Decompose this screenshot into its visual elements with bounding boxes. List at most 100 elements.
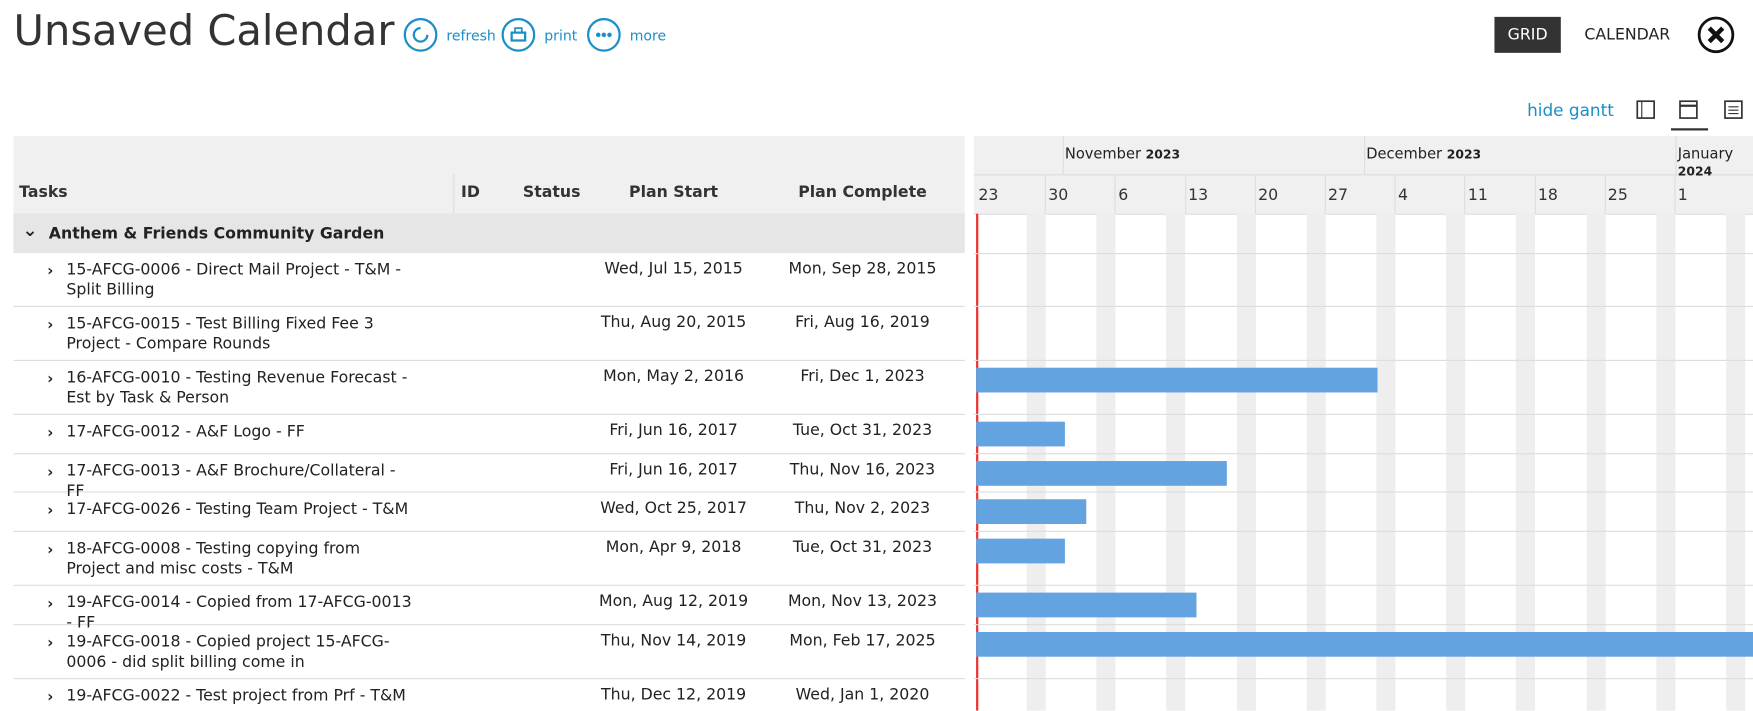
year: 2024 xyxy=(1677,164,1713,179)
weekend-stripe xyxy=(1656,213,1676,711)
task-name: 17-AFCG-0012 - A&F Logo - FF xyxy=(66,422,305,441)
page-title: Unsaved Calendar xyxy=(13,6,395,56)
calendar-tab[interactable]: CALENDAR xyxy=(1584,25,1671,44)
row-line xyxy=(973,491,1753,493)
row-line xyxy=(973,530,1753,532)
weekend-stripe xyxy=(1446,213,1466,711)
divider xyxy=(453,174,455,254)
task-row: › 19-AFCG-0022 - Test project from Prf - … xyxy=(13,679,964,710)
plan-start: Thu, Aug 20, 2015 xyxy=(600,313,747,332)
divider xyxy=(1254,174,1256,214)
day-label: 6 xyxy=(1118,186,1129,205)
divider xyxy=(1114,174,1116,214)
task-row: › 15-AFCG-0006 - Direct Mail Project - T&… xyxy=(13,253,965,307)
expand-chevron[interactable]: › xyxy=(47,502,54,520)
plan-complete: Mon, Feb 17, 2025 xyxy=(789,631,936,650)
day-label: 25 xyxy=(1607,186,1628,205)
year: 2023 xyxy=(1145,147,1181,162)
task-name: 19-AFCG-0022 - Test project from Prf - T… xyxy=(66,687,406,706)
plan-start: Wed, Oct 25, 2017 xyxy=(600,499,747,518)
month: January xyxy=(1677,146,1734,164)
day-label: 4 xyxy=(1397,186,1408,205)
divider xyxy=(1464,174,1466,214)
hide-gantt-link[interactable]: hide gantt xyxy=(1527,100,1614,121)
plan-start: Fri, Jun 16, 2017 xyxy=(609,461,738,480)
divider xyxy=(1324,174,1326,214)
task-row: › 17-AFCG-0026 - Testing Team Project - T… xyxy=(13,493,965,532)
group-name: Anthem & Friends Community Garden xyxy=(48,224,385,243)
day-label: 11 xyxy=(1467,186,1488,205)
plan-complete: Thu, Nov 16, 2023 xyxy=(789,461,936,480)
task-row: › 15-AFCG-0015 - Test Billing Fixed Fee 3… xyxy=(13,307,965,361)
expand-chevron[interactable]: › xyxy=(47,263,54,281)
chevron[interactable]: ⌄ xyxy=(22,219,38,241)
divider xyxy=(1184,174,1186,214)
expand-chevron[interactable]: › xyxy=(47,595,54,613)
task-name: 19-AFCG-0018 - Copied project 15-AFCG-00… xyxy=(66,633,390,672)
day-label: 30 xyxy=(1048,186,1069,205)
month-label: November 2023 xyxy=(1065,146,1180,163)
expand-chevron[interactable]: › xyxy=(47,425,54,442)
row-line xyxy=(973,584,1753,586)
plan-complete: Tue, Oct 31, 2023 xyxy=(792,421,933,440)
year: 2023 xyxy=(1446,147,1482,162)
divider xyxy=(973,174,1753,176)
weekend-stripe xyxy=(1726,213,1746,711)
month-label: January 2024 xyxy=(1678,146,1753,180)
weekend-stripe xyxy=(1376,213,1396,711)
plan-start: Mon, Apr 9, 2018 xyxy=(605,538,742,557)
expand-chevron[interactable]: › xyxy=(47,317,54,334)
plan-start: Thu, Nov 14, 2019 xyxy=(600,631,747,650)
task-row: › 16-AFCG-0010 - Testing Revenue Forecast… xyxy=(13,361,965,415)
day-label: 20 xyxy=(1258,186,1279,205)
column-header: Tasks xyxy=(19,183,68,202)
gantt-bar xyxy=(976,461,1227,486)
close-button[interactable] xyxy=(1697,16,1735,54)
day-label: 13 xyxy=(1188,186,1209,205)
grid-header xyxy=(13,136,965,215)
label: print xyxy=(544,26,578,44)
task-row: › 18-AFCG-0008 - Testing copying from Pro… xyxy=(13,532,965,586)
plan-start: Fri, Jun 16, 2017 xyxy=(609,421,738,440)
row-line xyxy=(973,624,1753,626)
task-row: › 17-AFCG-0012 - A&F Logo - FF Fri, Jun 16… xyxy=(13,415,965,455)
column-header: ID xyxy=(461,183,480,202)
divider xyxy=(1394,174,1396,214)
expand-chevron[interactable]: › xyxy=(47,371,54,388)
day-label: 1 xyxy=(1677,186,1688,205)
label: refresh xyxy=(446,26,496,44)
plan-complete: Fri, Aug 16, 2019 xyxy=(795,313,930,332)
print-button[interactable]: print xyxy=(501,17,578,53)
task-row: › 19-AFCG-0014 - Copied from 17-AFCG-0013… xyxy=(13,586,965,632)
expand-chevron[interactable]: › xyxy=(47,464,54,482)
grid-tab[interactable]: GRID xyxy=(1494,16,1561,53)
column-header: Plan Start xyxy=(629,183,719,202)
plan-complete: Mon, Nov 13, 2023 xyxy=(787,592,938,611)
expand-chevron[interactable]: › xyxy=(47,542,54,559)
gantt-bar xyxy=(976,538,1065,564)
plan-complete: Mon, Sep 28, 2015 xyxy=(788,259,937,278)
row-line xyxy=(973,413,1753,415)
expand-chevron[interactable]: › xyxy=(47,635,54,653)
expand-chevron[interactable]: › xyxy=(47,689,54,707)
task-name: 15-AFCG-0006 - Direct Mail Project - T&M… xyxy=(66,260,402,300)
plan-complete: Fri, Dec 1, 2023 xyxy=(800,367,925,386)
row-line xyxy=(973,359,1753,361)
day-label: 18 xyxy=(1537,186,1558,205)
gantt-bar xyxy=(976,592,1197,618)
splitter[interactable] xyxy=(964,136,974,711)
divider xyxy=(1044,174,1046,214)
divider xyxy=(973,213,1753,215)
plan-start: Mon, May 2, 2016 xyxy=(603,367,744,386)
more-button[interactable]: more xyxy=(586,17,666,53)
task-name: 16-AFCG-0010 - Testing Revenue Forecast … xyxy=(66,368,408,408)
refresh-button[interactable]: refresh xyxy=(403,17,496,53)
plan-start: Thu, Dec 12, 2019 xyxy=(600,685,747,704)
gantt-bar xyxy=(976,367,1378,393)
layout-icons[interactable] xyxy=(1635,99,1747,133)
divider xyxy=(1674,174,1676,214)
month: December xyxy=(1366,146,1443,164)
plan-start: Wed, Jul 15, 2015 xyxy=(604,259,743,278)
month: November xyxy=(1064,146,1141,164)
